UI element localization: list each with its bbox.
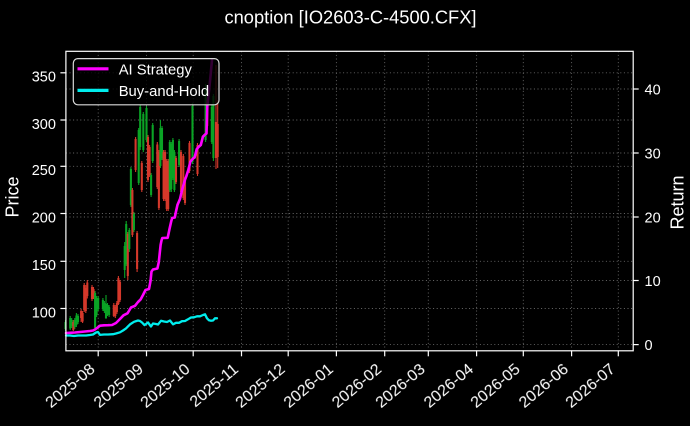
svg-text:Buy-and-Hold: Buy-and-Hold: [119, 84, 209, 100]
svg-text:40: 40: [645, 82, 661, 98]
svg-text:30: 30: [645, 146, 661, 162]
svg-text:cnoption [IO2603-C-4500.CFX]: cnoption [IO2603-C-4500.CFX]: [224, 7, 476, 28]
svg-text:250: 250: [32, 163, 56, 179]
svg-text:300: 300: [32, 117, 56, 133]
svg-text:10: 10: [645, 274, 661, 290]
svg-text:Price: Price: [3, 176, 23, 217]
svg-text:0: 0: [645, 338, 653, 354]
svg-text:Return: Return: [668, 175, 688, 229]
svg-text:100: 100: [32, 305, 56, 321]
svg-text:150: 150: [32, 258, 56, 274]
svg-text:200: 200: [32, 210, 56, 226]
svg-text:350: 350: [32, 70, 56, 86]
svg-text:20: 20: [645, 210, 661, 226]
svg-text:AI Strategy: AI Strategy: [119, 62, 193, 78]
